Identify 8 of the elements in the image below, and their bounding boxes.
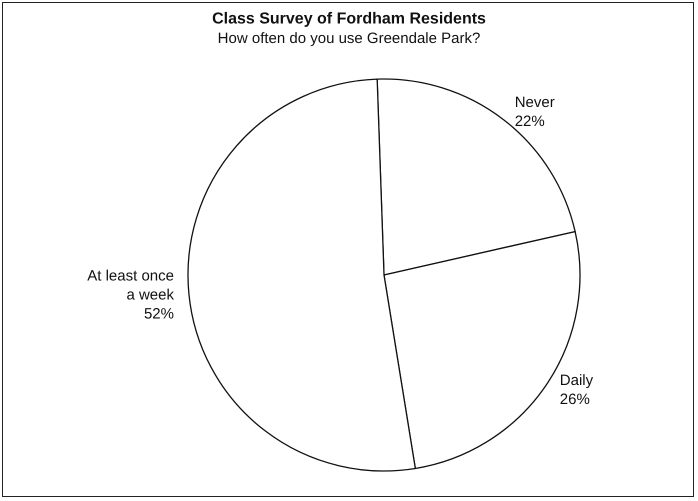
data-label: 26% <box>560 391 590 408</box>
data-label: 52% <box>144 306 174 323</box>
chart-subtitle: How often do you use Greendale Park? <box>218 30 480 47</box>
slice-label: At least once a week <box>87 268 174 304</box>
slice-label: Never <box>514 94 555 111</box>
chart-title: Class Survey of Fordham Residents <box>212 10 486 28</box>
data-label: 22% <box>514 112 545 130</box>
slice-label: Daily <box>560 372 594 390</box>
